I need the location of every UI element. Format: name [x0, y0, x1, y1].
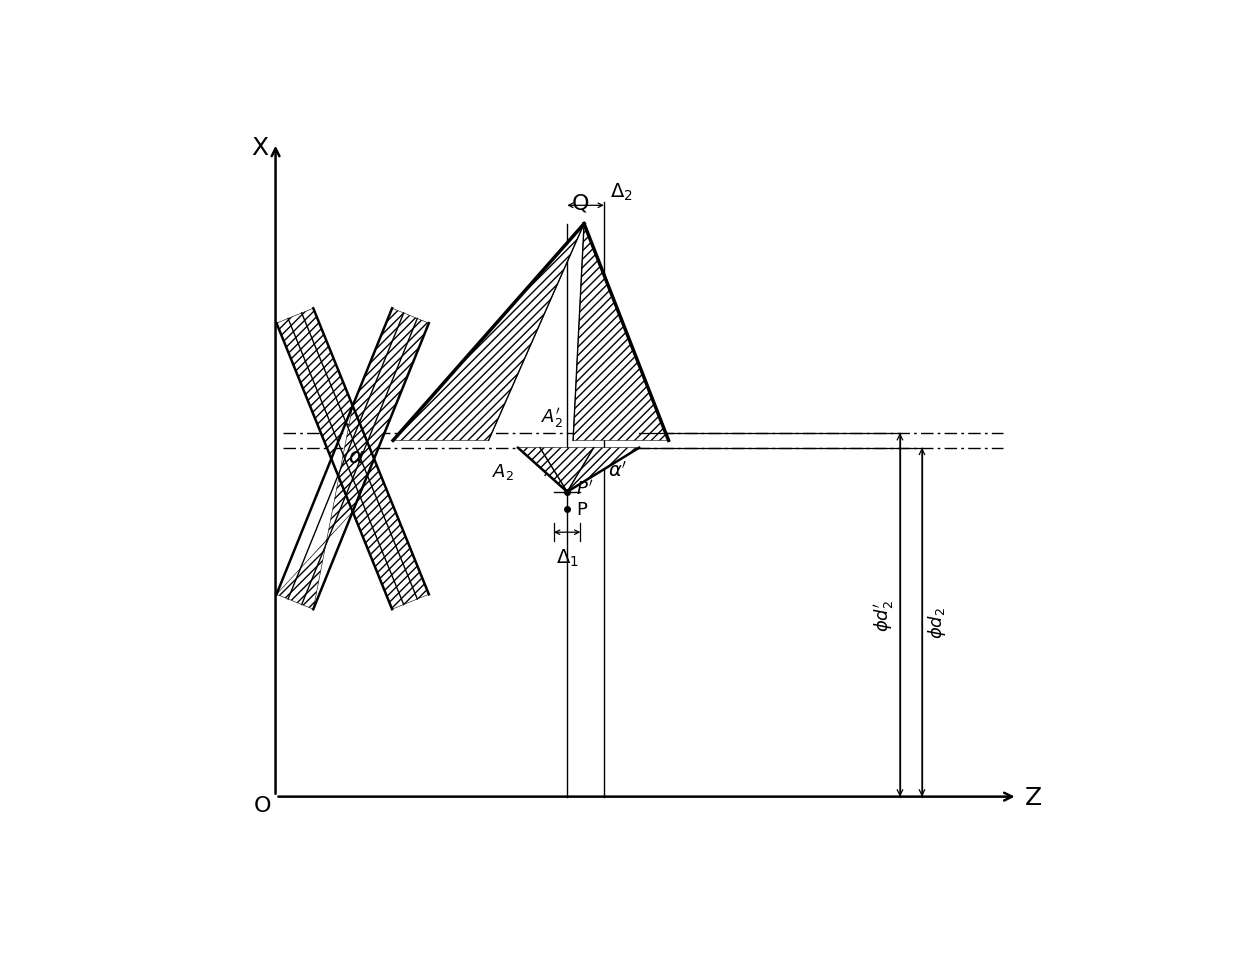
- Text: Q: Q: [572, 193, 589, 213]
- Text: $A_2$: $A_2$: [492, 461, 515, 481]
- Text: P: P: [577, 500, 587, 518]
- Text: X: X: [250, 135, 268, 159]
- Text: $\phi d_2'$: $\phi d_2'$: [872, 599, 897, 631]
- Text: O: O: [254, 796, 272, 816]
- Polygon shape: [277, 309, 429, 512]
- Text: $\alpha'$: $\alpha'$: [608, 460, 627, 480]
- Text: $P'$: $P'$: [577, 479, 594, 498]
- Text: $\Delta_1$: $\Delta_1$: [556, 547, 579, 569]
- Text: $\Delta_2$: $\Delta_2$: [610, 181, 632, 202]
- Polygon shape: [518, 448, 567, 493]
- Polygon shape: [539, 448, 594, 493]
- Text: Z: Z: [1024, 785, 1042, 809]
- Polygon shape: [277, 406, 429, 610]
- Text: $A_2'$: $A_2'$: [542, 406, 563, 430]
- Polygon shape: [573, 225, 668, 441]
- Text: $\phi d_2$: $\phi d_2$: [925, 606, 947, 639]
- Polygon shape: [393, 225, 584, 441]
- Polygon shape: [567, 448, 639, 493]
- Text: $\alpha$: $\alpha$: [348, 447, 365, 467]
